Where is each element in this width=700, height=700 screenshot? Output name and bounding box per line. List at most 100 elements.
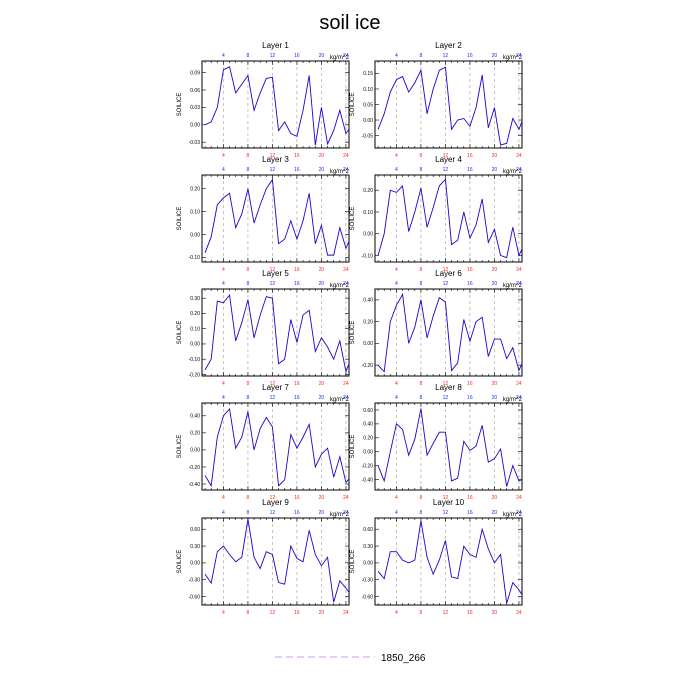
x-tick-label-top: 24 [516, 53, 522, 59]
series-line [204, 178, 349, 256]
x-tick-label-bottom: 20 [319, 610, 325, 616]
x-tick-label-bottom: 12 [270, 610, 276, 616]
x-tick-label-bottom: 4 [395, 610, 398, 616]
x-tick-label-bottom: 4 [222, 267, 225, 273]
x-tick-label-top: 8 [247, 395, 250, 401]
y-tick-label: -0.10 [362, 253, 374, 259]
y-tick-label: 0.40 [363, 298, 373, 304]
x-tick-label-top: 24 [516, 281, 522, 287]
panel-layer-4: Layer 4 kg/m^2 4 8 12 16 20 24 4 8 12 16 20 24 -0.10 0.… [350, 155, 523, 273]
x-tick-label-bottom: 16 [467, 153, 473, 159]
x-tick-label-top: 20 [319, 395, 325, 401]
x-tick-label-top: 12 [270, 281, 276, 287]
x-tick-label-bottom: 20 [319, 381, 325, 387]
x-tick-label-top: 20 [492, 281, 498, 287]
y-tick-label: 0.05 [363, 102, 373, 108]
x-tick-label-bottom: 24 [516, 381, 522, 387]
x-tick-label-top: 4 [395, 395, 398, 401]
x-tick-label-bottom: 16 [294, 267, 300, 273]
x-tick-label-bottom: 24 [343, 153, 349, 159]
y-axis-label: SOILICE [177, 321, 183, 345]
x-tick-label-top: 8 [420, 281, 423, 287]
x-tick-label-top: 4 [395, 53, 398, 59]
figure-title: soil ice [319, 12, 380, 34]
x-tick-label-top: 4 [222, 510, 225, 516]
y-tick-label: 0.20 [190, 431, 200, 437]
x-tick-label-bottom: 20 [492, 153, 498, 159]
x-tick-label-top: 20 [492, 510, 498, 516]
plot-frame [374, 288, 523, 377]
y-axis-label: SOILICE [177, 435, 183, 459]
x-tick-label-top: 12 [270, 53, 276, 59]
x-tick-label-bottom: 20 [492, 610, 498, 616]
x-tick-label-top: 16 [294, 510, 300, 516]
y-tick-label: -0.20 [362, 463, 374, 469]
y-tick-label: 0.20 [190, 187, 200, 193]
series-line [377, 66, 522, 146]
panel-units: kg/m^2 [503, 283, 523, 289]
y-axis-label: SOILICE [350, 93, 356, 117]
x-tick-label-bottom: 24 [516, 153, 522, 159]
y-tick-label: 0.20 [363, 436, 373, 442]
x-tick-label-top: 20 [319, 53, 325, 59]
series-line [204, 294, 349, 373]
x-tick-label-bottom: 20 [319, 495, 325, 501]
x-tick-label-bottom: 20 [319, 267, 325, 273]
plot-frame [201, 288, 350, 377]
panel-units: kg/m^2 [503, 169, 523, 175]
y-axis-label: SOILICE [350, 550, 356, 574]
x-tick-label-top: 16 [467, 53, 473, 59]
panel-layer-7: Layer 7 kg/m^2 4 8 12 16 20 24 4 8 12 16 20 24 -0.40 -0… [177, 383, 350, 501]
x-tick-label-bottom: 16 [467, 267, 473, 273]
y-tick-label: -0.60 [189, 594, 201, 600]
x-tick-label-bottom: 4 [222, 610, 225, 616]
y-tick-label: -0.03 [189, 140, 201, 146]
x-tick-label-top: 12 [270, 510, 276, 516]
x-tick-label-top: 24 [516, 395, 522, 401]
x-tick-label-top: 20 [319, 510, 325, 516]
x-tick-label-bottom: 4 [395, 495, 398, 501]
x-tick-label-top: 24 [516, 510, 522, 516]
x-tick-label-bottom: 16 [467, 381, 473, 387]
plot-frame [201, 517, 350, 606]
panel-title: Layer 10 [433, 498, 465, 507]
x-tick-label-top: 20 [319, 167, 325, 173]
x-tick-label-bottom: 8 [420, 495, 423, 501]
x-tick-label-top: 4 [222, 281, 225, 287]
y-tick-label: 0.10 [363, 87, 373, 93]
panel-title: Layer 4 [435, 155, 462, 164]
panel-title: Layer 1 [262, 41, 289, 50]
y-axis-label: SOILICE [177, 207, 183, 231]
series-line [204, 519, 349, 603]
x-tick-label-top: 20 [319, 281, 325, 287]
x-tick-label-top: 24 [516, 167, 522, 173]
x-tick-label-bottom: 8 [420, 610, 423, 616]
panel-units: kg/m^2 [503, 397, 523, 403]
series-line [377, 178, 522, 259]
x-tick-label-top: 12 [443, 281, 449, 287]
x-tick-label-top: 4 [395, 281, 398, 287]
y-tick-label: 0.20 [190, 311, 200, 317]
x-tick-label-bottom: 24 [516, 495, 522, 501]
x-tick-label-top: 8 [247, 281, 250, 287]
x-tick-label-top: 8 [247, 510, 250, 516]
y-tick-label: -0.30 [189, 578, 201, 584]
y-tick-label: 0.30 [363, 544, 373, 550]
y-tick-label: -0.20 [362, 363, 374, 369]
y-tick-label: 0.00 [363, 232, 373, 238]
x-tick-label-top: 16 [467, 167, 473, 173]
plot-frame [201, 60, 350, 149]
x-tick-label-bottom: 8 [247, 153, 250, 159]
x-tick-label-bottom: 16 [294, 153, 300, 159]
x-tick-label-bottom: 8 [247, 495, 250, 501]
panel-title: Layer 7 [262, 383, 289, 392]
x-tick-label-top: 20 [492, 167, 498, 173]
y-tick-label: -0.40 [362, 477, 374, 483]
x-tick-label-top: 8 [420, 167, 423, 173]
y-tick-label: 0.15 [363, 71, 373, 77]
x-tick-label-top: 8 [247, 167, 250, 173]
y-tick-label: 0.00 [363, 450, 373, 456]
y-axis-label: SOILICE [350, 207, 356, 231]
panel-title: Layer 5 [262, 269, 289, 278]
x-tick-label-top: 16 [294, 53, 300, 59]
